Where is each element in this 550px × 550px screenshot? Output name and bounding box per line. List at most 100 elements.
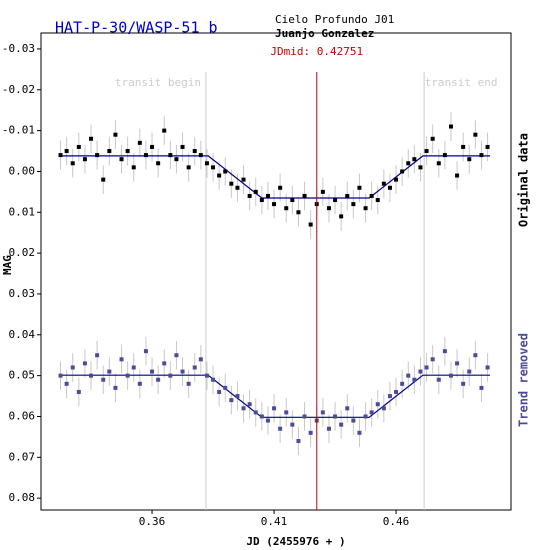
data-point [229,181,234,186]
data-point [479,385,484,390]
data-point [70,161,75,166]
data-point [363,206,368,211]
data-point [265,193,270,198]
data-point [418,369,423,374]
data-point [235,394,240,399]
data-point [308,222,313,227]
transit-label: transit end [425,76,498,89]
data-point [211,377,216,382]
data-point [76,389,81,394]
data-point [223,169,228,174]
data-point [229,398,234,403]
data-point [180,144,185,149]
data-point [467,157,472,162]
data-point [204,373,209,378]
data-point [186,165,191,170]
observer: Juanjo Gonzalez [275,27,374,40]
data-point [162,128,167,133]
data-point [448,124,453,129]
data-point [339,422,344,427]
data-point [82,361,87,366]
data-point [253,189,258,194]
data-point [381,406,386,411]
data-point [418,165,423,170]
data-point [64,149,69,154]
data-point [198,153,203,158]
data-point [375,402,380,407]
y-tick-label: 0.04 [9,328,36,341]
data-point [284,206,289,211]
data-point [278,426,283,431]
data-point [95,353,100,358]
x-tick-label: 0.46 [383,515,410,528]
data-point [235,185,240,190]
data-point [351,202,356,207]
data-point [296,438,301,443]
data-point [320,410,325,415]
data-point [333,198,338,203]
data-point [424,365,429,370]
data-point [186,381,191,386]
data-point [333,414,338,419]
y-tick-label: -0.03 [2,42,35,55]
data-point [150,144,155,149]
data-point [95,153,100,158]
data-point [143,153,148,158]
data-point [473,132,478,137]
data-point [107,149,112,154]
data-point [375,198,380,203]
data-point [156,161,161,166]
jdmid-label: JDmid: 0.42751 [270,45,363,58]
chart-title: HAT-P-30/WASP-51 b [55,19,218,37]
data-point [302,193,307,198]
data-point [247,193,252,198]
data-point [64,381,69,386]
data-point [461,381,466,386]
data-point [326,426,331,431]
data-point [131,165,136,170]
data-point [455,361,460,366]
data-point [259,414,264,419]
data-point [131,365,136,370]
data-point [174,353,179,358]
data-point [400,381,405,386]
data-point [406,373,411,378]
data-point [125,149,130,154]
data-point [192,365,197,370]
data-point [156,377,161,382]
y-tick-label: 0.08 [9,491,36,504]
data-point [82,157,87,162]
data-point [479,153,484,158]
data-point [70,365,75,370]
data-point [125,373,130,378]
data-point [467,369,472,374]
data-point [412,377,417,382]
data-point [217,389,222,394]
data-point [278,185,283,190]
data-point [272,202,277,207]
data-point [436,161,441,166]
data-point [436,377,441,382]
y-tick-label: 0.05 [9,369,36,382]
data-point [339,214,344,219]
data-point [150,369,155,374]
data-point [119,357,124,362]
data-point [369,193,374,198]
data-point [143,349,148,354]
data-point [290,422,295,427]
y-tick-label: 0.07 [9,450,36,463]
plot-frame [40,32,512,511]
data-point [89,373,94,378]
data-point [204,161,209,166]
x-tick-label: 0.41 [261,515,288,528]
data-point [485,365,490,370]
data-point [442,153,447,158]
data-point [320,189,325,194]
model-curve [60,155,490,199]
x-tick-label: 0.36 [139,515,166,528]
data-point [363,414,368,419]
data-point [272,406,277,411]
data-point [442,349,447,354]
data-point [174,157,179,162]
